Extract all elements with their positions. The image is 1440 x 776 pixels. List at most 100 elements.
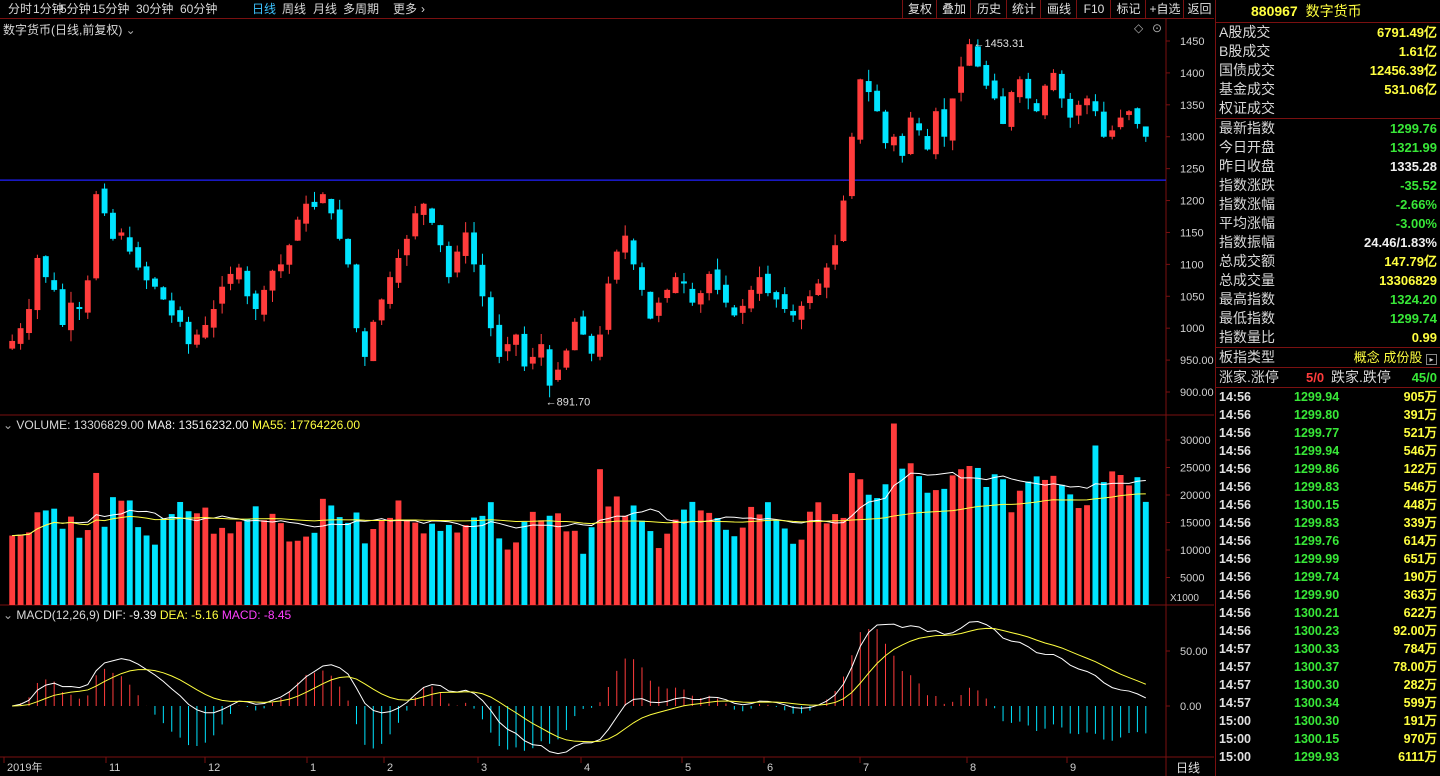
tick-row[interactable]: 14:56 1299.77 521万	[1216, 424, 1440, 442]
candle-body	[949, 98, 956, 141]
tick-row[interactable]: 14:56 1299.99 651万	[1216, 550, 1440, 568]
candle-body	[353, 264, 360, 329]
expand-icon[interactable]: ▸	[1426, 354, 1437, 365]
candle-body	[26, 309, 32, 334]
volume-menu-icon[interactable]: ⌄	[3, 418, 14, 432]
volume-bar	[865, 494, 872, 605]
tick-qty: 78.00万	[1393, 660, 1437, 674]
stat-row: 指数涨跌 -35.52	[1216, 176, 1440, 195]
tick-row[interactable]: 14:57 1300.37 78.00万	[1216, 658, 1440, 676]
volume-bar	[1016, 490, 1023, 605]
period-tab[interactable]: 分时	[8, 2, 33, 16]
chart-area[interactable]: 1450 1400 1350 1300 1250 1200 1150 1100 1050 1000…	[0, 19, 1214, 776]
period-tab[interactable]: 15分钟	[92, 2, 130, 16]
period-tab[interactable]: 30分钟	[136, 2, 174, 16]
more-arrow-icon[interactable]: ›	[421, 2, 425, 16]
volume-bar	[34, 512, 41, 605]
toolbar-button[interactable]: 历史	[970, 0, 1007, 18]
tick-time: 14:56	[1219, 516, 1251, 530]
tick-row[interactable]: 15:00 1300.30 191万	[1216, 712, 1440, 730]
toolbar-button[interactable]: +自选	[1145, 0, 1184, 18]
macd-menu-icon[interactable]: ⌄	[3, 608, 14, 622]
tick-row[interactable]: 14:56 1300.23 92.00万	[1216, 622, 1440, 640]
toolbar-button[interactable]: F10	[1076, 0, 1111, 18]
kline-chart[interactable]: 1450 1400 1350 1300 1250 1200 1150 1100 1050 1000…	[0, 19, 1214, 776]
stat-value: 12456.39亿	[1369, 63, 1437, 78]
volume-bar	[487, 502, 494, 605]
tick-qty: 363万	[1403, 588, 1437, 602]
tick-row[interactable]: 14:57 1300.34 599万	[1216, 694, 1440, 712]
period-tab[interactable]: 周线	[282, 2, 307, 16]
tick-row[interactable]: 14:56 1299.83 339万	[1216, 514, 1440, 532]
volume-bar	[185, 511, 192, 605]
y-tick-label: 1350	[1180, 100, 1204, 112]
candle-body	[655, 302, 662, 316]
tick-qty: 190万	[1403, 570, 1437, 584]
tick-row[interactable]: 14:56 1299.74 190万	[1216, 568, 1440, 586]
tick-row[interactable]: 14:56 1299.90 363万	[1216, 586, 1440, 604]
tick-time: 14:56	[1219, 390, 1251, 404]
tick-row[interactable]: 14:56 1299.94 546万	[1216, 442, 1440, 460]
period-tab[interactable]: 5分钟	[60, 2, 91, 16]
tick-row[interactable]: 14:56 1300.21 622万	[1216, 604, 1440, 622]
settings-icon[interactable]: ⊙	[1152, 21, 1163, 35]
candle-body	[445, 245, 452, 278]
index-stats: 最新指数 1299.76 今日开盘 1321.99 昨日收盘 1335.28 指数涨跌 -35…	[1216, 119, 1440, 347]
toolbar-button[interactable]: 统计	[1006, 0, 1041, 18]
stat-value: 1324.20	[1390, 292, 1437, 307]
candle-body	[177, 310, 184, 322]
candle-body	[336, 209, 343, 239]
candle-body	[1033, 103, 1040, 112]
period-tab[interactable]: 60分钟	[180, 2, 218, 16]
tick-row[interactable]: 15:00 1300.15 970万	[1216, 730, 1440, 748]
tick-row[interactable]: 14:56 1299.76 614万	[1216, 532, 1440, 550]
candle-body	[748, 289, 755, 309]
candle-body	[361, 331, 368, 357]
candle-body	[647, 291, 654, 319]
sector-value[interactable]: 概念 成份股 ▸	[1354, 348, 1437, 367]
period-tab[interactable]: 多周期	[343, 2, 380, 16]
candle-body	[387, 277, 394, 304]
x-tick-label: 5	[685, 762, 691, 774]
volume-bar	[1025, 481, 1032, 605]
tick-row[interactable]: 15:00 1299.93 6111万	[1216, 748, 1440, 766]
period-tab[interactable]: 1分钟	[33, 2, 64, 16]
toolbar-button[interactable]: 画线	[1040, 0, 1077, 18]
candle-body	[59, 289, 66, 325]
tick-row[interactable]: 14:57 1300.33 784万	[1216, 640, 1440, 658]
candle-body	[714, 269, 721, 290]
candle-body	[798, 305, 805, 320]
tick-row[interactable]: 14:57 1300.30 282万	[1216, 676, 1440, 694]
volume-bar	[781, 528, 788, 605]
tick-list[interactable]: 14:56 1299.94 905万 14:56 1299.80 391万 14:56 129…	[1216, 388, 1440, 766]
tick-price: 1300.30	[1294, 678, 1340, 692]
tick-qty: 6111万	[1398, 750, 1437, 764]
volume-bar	[1042, 479, 1048, 605]
volume-bar	[731, 536, 738, 605]
candle-body	[219, 286, 226, 304]
tick-price: 1299.93	[1294, 750, 1340, 764]
volume-bar	[806, 511, 813, 605]
chevron-down-icon[interactable]: ⌄	[125, 23, 136, 37]
y-tick-label: 1300	[1180, 132, 1204, 144]
candle-body	[739, 305, 746, 313]
toolbar-button[interactable]: 复权	[902, 0, 937, 18]
diamond-icon[interactable]: ◇	[1134, 21, 1144, 35]
toolbar-button[interactable]: 标记	[1110, 0, 1146, 18]
toolbar-button[interactable]: 叠加	[936, 0, 971, 18]
period-tab[interactable]: 月线	[313, 2, 338, 16]
candle-body	[790, 310, 797, 316]
tick-row[interactable]: 14:56 1299.94 905万	[1216, 388, 1440, 406]
volume-bar	[798, 539, 805, 605]
tick-row[interactable]: 14:56 1299.83 546万	[1216, 478, 1440, 496]
toolbar-button[interactable]: 返回	[1183, 0, 1215, 18]
tick-time: 14:57	[1219, 660, 1251, 674]
period-tab[interactable]: 日线	[252, 2, 277, 16]
tick-row[interactable]: 14:56 1299.86 122万	[1216, 460, 1440, 478]
candle-body	[1142, 126, 1149, 137]
candle-body	[76, 307, 83, 310]
tick-row[interactable]: 14:56 1299.80 391万	[1216, 406, 1440, 424]
tick-row[interactable]: 14:56 1300.15 448万	[1216, 496, 1440, 514]
stat-row: 总成交额 147.79亿	[1216, 252, 1440, 271]
period-tab[interactable]: 更多	[393, 2, 418, 16]
